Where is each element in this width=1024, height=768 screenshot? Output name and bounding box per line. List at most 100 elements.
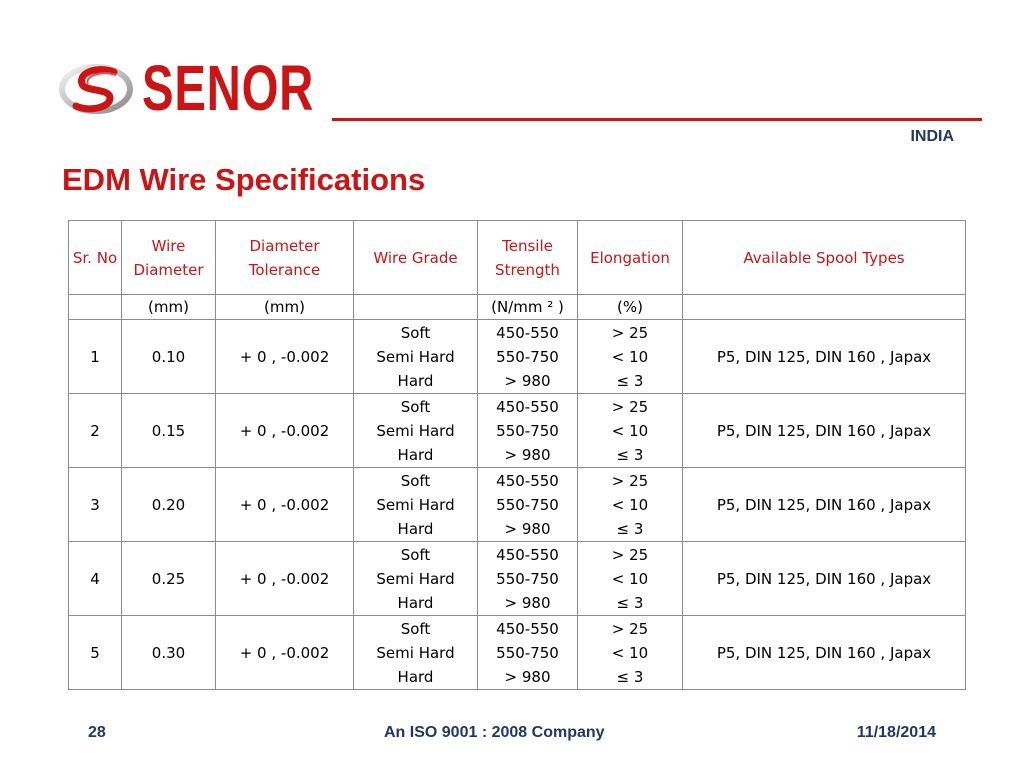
diameter-cell: 0.10 (121, 319, 216, 394)
unit-cell (68, 294, 122, 320)
grade-cell-line: Soft (400, 619, 431, 638)
elongation-cell: > 25 < 10 ≤ 3 (577, 319, 683, 394)
header-diameter-tolerance: Diameter Tolerance (215, 220, 354, 295)
elongation-cell-line: ≤ 3 (616, 667, 644, 686)
tensile-cell-line: 450-550 (496, 471, 559, 490)
sr-no-cell: 4 (68, 541, 122, 616)
tolerance-cell: + 0 , -0.002 (215, 319, 354, 394)
grade-cell-line: Semi Hard (376, 347, 455, 366)
grade-cell: Soft Semi Hard Hard (353, 467, 478, 542)
brand-name: SENOR (142, 52, 315, 124)
elongation-cell-line: > 25 (611, 619, 649, 638)
header-tensile-strength: Tensile Strength (477, 220, 578, 295)
senor-logo-icon (59, 64, 133, 114)
table-row: 4 0.25 + 0 , -0.002 Soft Semi Hard Hard 450-55… (68, 541, 966, 616)
tensile-cell: 450-550 550-750 > 980 (477, 393, 578, 468)
grade-cell: Soft Semi Hard Hard (353, 615, 478, 690)
header-spool-types: Available Spool Types (682, 220, 966, 295)
tensile-cell: 450-550 550-750 > 980 (477, 541, 578, 616)
elongation-cell-line: > 25 (611, 323, 649, 342)
tensile-cell: 450-550 550-750 > 980 (477, 467, 578, 542)
tensile-cell: 450-550 550-750 > 980 (477, 319, 578, 394)
country-label: INDIA (910, 128, 954, 145)
grade-cell-line: Semi Hard (376, 495, 455, 514)
tensile-cell-line: 550-750 (496, 495, 559, 514)
unit-cell: (N/mm ² ) (477, 294, 578, 320)
tolerance-cell: + 0 , -0.002 (215, 615, 354, 690)
grade-cell-line: Soft (400, 397, 431, 416)
elongation-cell-line: < 10 (611, 421, 649, 440)
company-tagline: An ISO 9001 : 2008 Company (384, 724, 605, 741)
elongation-cell-line: ≤ 3 (616, 593, 644, 612)
grade-cell-line: Hard (397, 593, 434, 612)
table-row: 5 0.30 + 0 , -0.002 Soft Semi Hard Hard 450-55… (68, 615, 966, 690)
grade-cell-line: Hard (397, 371, 434, 390)
table-header-row: Sr. No Wire Diameter Diameter Tolerance … (68, 220, 966, 295)
grade-cell-line: Semi Hard (376, 643, 455, 662)
table-row: 2 0.15 + 0 , -0.002 Soft Semi Hard Hard 450-55… (68, 393, 966, 468)
header-rule (332, 118, 982, 121)
grade-cell: Soft Semi Hard Hard (353, 319, 478, 394)
grade-cell-line: Semi Hard (376, 421, 455, 440)
elongation-cell: > 25 < 10 ≤ 3 (577, 467, 683, 542)
tensile-cell-line: 450-550 (496, 619, 559, 638)
elongation-cell-line: ≤ 3 (616, 371, 644, 390)
grade-cell: Soft Semi Hard Hard (353, 541, 478, 616)
tensile-cell-line: 550-750 (496, 569, 559, 588)
spool-types-cell: P5, DIN 125, DIN 160 , Japax (682, 393, 966, 468)
grade-cell: Soft Semi Hard Hard (353, 393, 478, 468)
elongation-cell-line: < 10 (611, 569, 649, 588)
diameter-cell: 0.20 (121, 467, 216, 542)
sr-no-cell: 2 (68, 393, 122, 468)
page-title: EDM Wire Specifications (62, 162, 426, 197)
tensile-cell-line: 550-750 (496, 347, 559, 366)
header-sr-no: Sr. No (68, 220, 122, 295)
slide-date: 11/18/2014 (856, 724, 936, 741)
elongation-cell-line: ≤ 3 (616, 445, 644, 464)
table-row: 1 0.10 + 0 , -0.002 Soft Semi Hard Hard 450-55… (68, 319, 966, 394)
unit-cell: (%) (577, 294, 683, 320)
unit-cell (682, 294, 966, 320)
tensile-cell-line: > 980 (504, 371, 551, 390)
unit-cell: (mm) (121, 294, 216, 320)
tensile-cell: 450-550 550-750 > 980 (477, 615, 578, 690)
spool-types-cell: P5, DIN 125, DIN 160 , Japax (682, 467, 966, 542)
tensile-cell-line: > 980 (504, 519, 551, 538)
grade-cell-line: Hard (397, 445, 434, 464)
sr-no-cell: 5 (68, 615, 122, 690)
elongation-cell-line: > 25 (611, 471, 649, 490)
tensile-cell-line: 450-550 (496, 323, 559, 342)
tensile-cell-line: 450-550 (496, 397, 559, 416)
header-elongation: Elongation (577, 220, 683, 295)
grade-cell-line: Hard (397, 519, 434, 538)
grade-cell-line: Hard (397, 667, 434, 686)
sr-no-cell: 3 (68, 467, 122, 542)
tensile-cell-line: > 980 (504, 445, 551, 464)
tensile-cell-line: > 980 (504, 593, 551, 612)
elongation-cell-line: < 10 (611, 495, 649, 514)
spool-types-cell: P5, DIN 125, DIN 160 , Japax (682, 615, 966, 690)
tensile-cell-line: 550-750 (496, 643, 559, 662)
elongation-cell-line: < 10 (611, 643, 649, 662)
unit-cell (353, 294, 478, 320)
sr-no-cell: 1 (68, 319, 122, 394)
grade-cell-line: Soft (400, 323, 431, 342)
spec-table: Sr. No Wire Diameter Diameter Tolerance … (68, 220, 966, 690)
elongation-cell: > 25 < 10 ≤ 3 (577, 393, 683, 468)
grade-cell-line: Soft (400, 471, 431, 490)
grade-cell-line: Semi Hard (376, 569, 455, 588)
table-row: 3 0.20 + 0 , -0.002 Soft Semi Hard Hard 450-55… (68, 467, 966, 542)
tensile-cell-line: 450-550 (496, 545, 559, 564)
elongation-cell: > 25 < 10 ≤ 3 (577, 541, 683, 616)
unit-cell: (mm) (215, 294, 354, 320)
elongation-cell-line: ≤ 3 (616, 519, 644, 538)
diameter-cell: 0.25 (121, 541, 216, 616)
elongation-cell: > 25 < 10 ≤ 3 (577, 615, 683, 690)
tolerance-cell: + 0 , -0.002 (215, 541, 354, 616)
elongation-cell-line: > 25 (611, 397, 649, 416)
spool-types-cell: P5, DIN 125, DIN 160 , Japax (682, 319, 966, 394)
diameter-cell: 0.15 (121, 393, 216, 468)
spool-types-cell: P5, DIN 125, DIN 160 , Japax (682, 541, 966, 616)
elongation-cell-line: > 25 (611, 545, 649, 564)
elongation-cell-line: < 10 (611, 347, 649, 366)
